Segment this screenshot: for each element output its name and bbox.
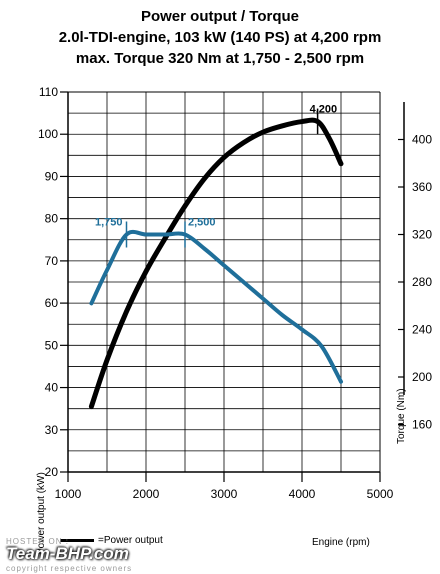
x-tick-label: 5000 [367,487,394,501]
x-tick-label: 1000 [55,487,82,501]
chart-annotations: 1,750 2,500 4,200 [95,104,337,248]
torque-line [89,229,343,384]
y-tick-right-label: 320 [412,228,432,242]
chart-subtitle-1: 2.0l-TDI-engine, 103 kW (140 PS) at 4,20… [58,29,382,46]
y-tick-left-label: 30 [45,423,59,437]
y-tick-left-label: 90 [45,169,59,183]
chart-ticks: 20 30 40 50 60 70 80 90 100 110 160 200 240 280 320 360… [38,85,432,501]
chart-subtitle-2: max. Torque 320 Nm at 1,750 - 2,500 rpm [75,50,365,67]
x-tick-label: 2000 [133,487,160,501]
annotation-label: 2,500 [188,217,216,229]
legend-power-swatch [60,539,94,542]
annotation-label: 1,750 [95,217,123,229]
x-tick-label: 4000 [289,487,316,501]
y-tick-left-label: 50 [45,338,59,352]
watermark-hosted-on: HOSTED ON : [6,537,70,546]
y-tick-right-label: 400 [412,133,432,147]
y-tick-right-label: 240 [412,323,432,337]
chart-series [88,117,344,410]
y-axis-left-label: Power output (kW) [36,472,47,555]
y-tick-left-label: 20 [45,465,59,479]
watermark-logo: Team-BHP.com [6,544,129,563]
x-tick-label: 3000 [211,487,238,501]
annotation-label: 4,200 [310,104,338,116]
y-tick-left-label: 110 [39,85,58,99]
y-tick-right-label: 360 [412,180,432,194]
y-tick-left-label: 80 [45,212,59,226]
chart-titles: Power output / Torque 2.0l-TDI-engine, 1… [0,6,440,69]
y-axis-right-label: Torque (Nm) [396,388,407,444]
y-tick-left-label: 70 [45,254,59,268]
legend-prefix: = [98,535,104,546]
legend: = Power output [56,535,163,546]
chart-grid [68,92,380,472]
watermark-copyright: copyright respective owners [6,564,133,573]
chart-title: Power output / Torque [140,8,300,25]
y-tick-right-label: 280 [412,275,432,289]
legend-power-label: Power output [103,535,163,546]
y-tick-left-label: 100 [38,127,58,141]
y-tick-left-label: 40 [45,381,59,395]
y-tick-right-label: 160 [412,418,432,432]
y-tick-left-label: 60 [45,296,59,310]
x-axis-label: Engine (rpm) [312,537,370,548]
y-tick-right-label: 200 [412,370,432,384]
power-output-line [88,117,344,410]
